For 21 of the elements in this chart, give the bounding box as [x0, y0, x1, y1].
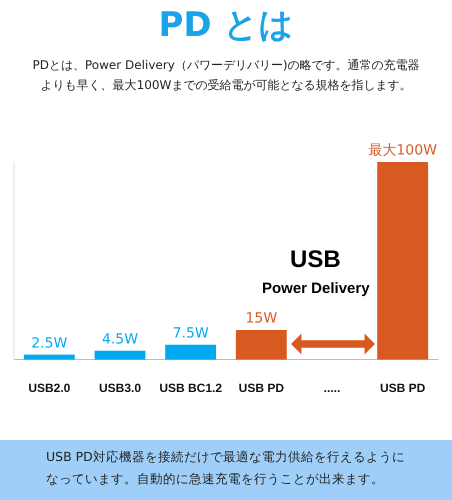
x-tick-label: USB PD	[380, 381, 426, 396]
x-tick-label: USB BC1.2	[159, 381, 222, 396]
bar	[236, 330, 287, 360]
data-label: 15W	[245, 310, 278, 327]
chart-title: PD とは	[158, 4, 294, 47]
bar	[24, 354, 75, 360]
x-tick-label: USB PD	[238, 381, 284, 396]
x-tick-label: USB3.0	[98, 381, 142, 396]
data-label: 7.5W	[172, 325, 209, 342]
x-tick-label: .....	[324, 381, 340, 396]
text: USB PD対応機器を接続だけで最適な電力供給を行えるようになっています。自動的に急速充電を行うことが出来ます。	[0, 440, 452, 500]
bar	[165, 344, 216, 360]
data-label: 2.5W	[31, 335, 68, 352]
data-label: 4.5W	[102, 331, 138, 348]
annotation: Power Delivery	[262, 280, 370, 297]
bar	[94, 350, 146, 360]
bar	[377, 162, 428, 360]
data-label: 最大100W	[368, 142, 438, 159]
chart-subtitle: PDとは、Power Delivery（パワーデリバリー)の略です。通常の充電器よりも早く、最大100Wまでの受給電が可能となる規格を指します。	[31, 57, 421, 94]
x-tick-label: USB2.0	[28, 381, 71, 396]
annotation: USB	[290, 246, 341, 274]
